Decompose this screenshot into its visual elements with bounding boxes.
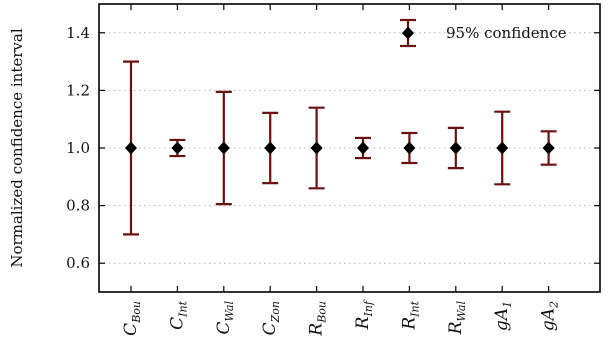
x-tick-label-sub-8: 1 [501, 301, 514, 308]
x-tick-label-base-1: C [167, 317, 187, 330]
data-point-3 [264, 141, 277, 155]
x-tick-label-2: CWal [214, 301, 236, 335]
y-tick-label-1: 0.8 [66, 197, 90, 215]
x-tick-label-9: gA2 [539, 301, 561, 331]
x-tick-label-4: RBou [307, 301, 329, 337]
x-tick-label-1: CInt [167, 300, 189, 329]
y-tick-label-4: 1.4 [66, 24, 90, 42]
x-tick-label-sub-3: Zon [269, 301, 282, 323]
x-tick-label-base-3: C [260, 322, 280, 335]
data-point-2 [217, 141, 230, 155]
legend-diamond-marker [402, 26, 414, 40]
x-tick-label-sub-0: Bou [130, 301, 143, 324]
x-tick-label-6: RInt [399, 300, 421, 330]
x-tick-label-sub-4: Bou [316, 301, 329, 324]
x-tick-label-base-0: C [121, 323, 141, 336]
data-point-8 [496, 141, 509, 155]
x-tick-label-sub-6: Int [408, 300, 421, 317]
y-tick-label-3: 1.2 [66, 81, 90, 99]
data-point-1 [171, 141, 184, 155]
x-tick-label-base-7: R [446, 321, 466, 335]
data-points [125, 141, 555, 155]
data-point-5 [357, 141, 369, 155]
x-tick-label-5: RInf [353, 299, 375, 330]
y-axis-ticks: 0.6 0.8 1.0 1.2 1.4 [66, 24, 600, 272]
legend: 95% confidence [400, 18, 567, 48]
x-tick-label-0: CBou [121, 301, 143, 336]
x-tick-label-sub-5: Inf [362, 299, 375, 317]
legend-label: 95% confidence [446, 24, 567, 42]
data-point-6 [403, 141, 416, 155]
x-tick-label-base-9: gA [539, 308, 559, 331]
x-tick-label-7: RWal [446, 301, 468, 336]
data-point-7 [449, 141, 462, 155]
y-axis-label: Normalized confidence interval [8, 28, 26, 267]
x-tick-label-base-2: C [214, 321, 234, 334]
x-tick-label-sub-1: Int [176, 300, 189, 317]
data-point-4 [310, 141, 323, 155]
x-tick-label-3: CZon [260, 301, 282, 335]
x-tick-label-sub-2: Wal [223, 301, 236, 322]
x-tick-label-sub-7: Wal [455, 301, 468, 322]
data-point-0 [125, 141, 137, 155]
x-tick-label-base-5: R [353, 316, 373, 330]
grid-lines [99, 32, 600, 264]
x-tick-label-8: gA1 [492, 301, 514, 331]
x-tick-label-base-4: R [307, 323, 327, 337]
x-tick-label-sub-9: 2 [548, 301, 561, 309]
x-tick-label-base-8: gA [492, 308, 512, 331]
x-tick-label-base-6: R [399, 317, 419, 331]
y-tick-label-0: 0.6 [66, 254, 90, 272]
y-tick-label-2: 1.0 [66, 139, 90, 157]
data-point-9 [542, 141, 555, 155]
